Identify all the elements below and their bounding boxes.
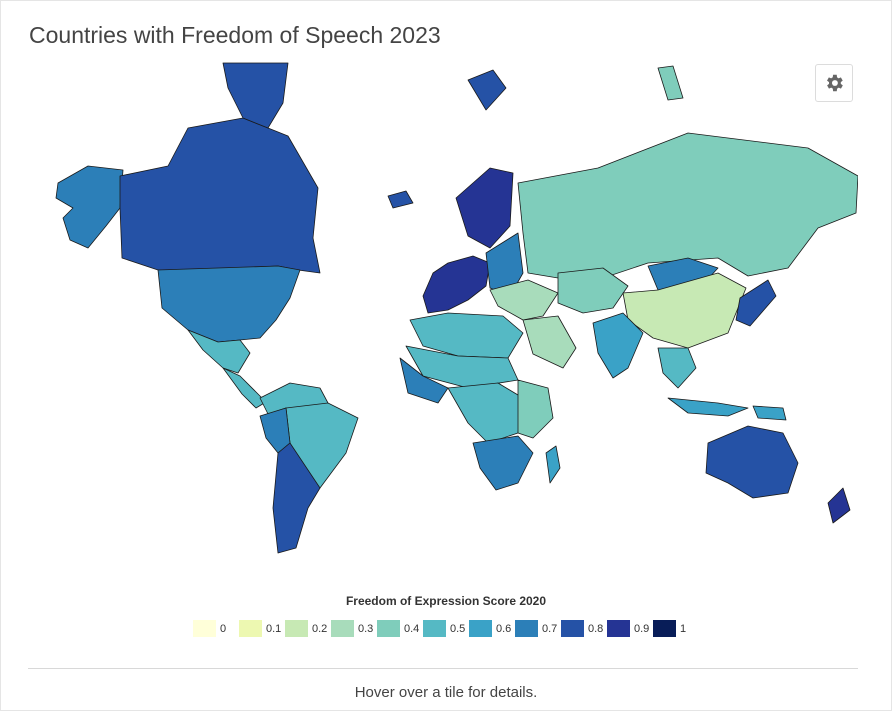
legend-item: 0.6 <box>469 620 513 637</box>
hover-note: Hover over a tile for details. <box>354 684 538 701</box>
region-southern-africa[interactable] <box>472 435 534 491</box>
legend-item: 1 <box>653 620 697 637</box>
legend-item: 0.7 <box>515 620 559 637</box>
legend-label: 0.6 <box>496 622 512 635</box>
region-japan[interactable] <box>735 279 777 327</box>
region-iceland[interactable] <box>387 190 414 209</box>
legend-label: 0.8 <box>588 622 604 635</box>
legend-swatch <box>285 620 308 637</box>
region-greenland[interactable] <box>222 62 289 129</box>
region-madagascar[interactable] <box>545 445 561 484</box>
region-new-zealand[interactable] <box>827 487 851 524</box>
region-papua-new-guinea[interactable] <box>752 405 787 421</box>
region-central-asia[interactable] <box>557 267 629 314</box>
legend-item: 0.9 <box>607 620 651 637</box>
region-west-africa[interactable] <box>399 357 449 404</box>
legend-label: 0.5 <box>450 622 466 635</box>
region-scandinavia[interactable] <box>455 167 514 249</box>
legend-item: 0.2 <box>285 620 329 637</box>
legend-swatch <box>653 620 676 637</box>
legend-swatch <box>331 620 354 637</box>
legend-swatch <box>377 620 400 637</box>
region-india[interactable] <box>592 312 644 379</box>
region-middle-east[interactable] <box>489 279 559 321</box>
divider <box>28 668 858 669</box>
legend: 0 0.1 0.2 0.3 0.4 0.5 0.6 0.7 0.8 0.9 1 <box>0 620 892 637</box>
legend-item: 0 <box>193 620 237 637</box>
legend-swatch <box>239 620 262 637</box>
region-united-states[interactable] <box>157 265 301 343</box>
region-novaya-zemlya[interactable] <box>657 65 684 101</box>
region-central-america[interactable] <box>222 367 267 409</box>
region-arabian-peninsula[interactable] <box>522 315 577 369</box>
region-north-africa[interactable] <box>409 312 524 359</box>
legend-label: 0.3 <box>358 622 374 635</box>
region-central-africa[interactable] <box>447 382 524 444</box>
region-canada[interactable] <box>119 117 321 274</box>
legend-swatch <box>193 620 216 637</box>
page-title: Countries with Freedom of Speech 2023 <box>29 22 441 48</box>
legend-item: 0.5 <box>423 620 467 637</box>
legend-label: 0.2 <box>312 622 328 635</box>
region-argentina[interactable] <box>272 442 321 554</box>
legend-swatch <box>423 620 446 637</box>
legend-label: 1 <box>680 622 687 635</box>
settings-button[interactable] <box>815 64 853 102</box>
legend-label: 0.4 <box>404 622 420 635</box>
region-russia[interactable] <box>517 132 858 284</box>
gear-icon <box>827 74 843 92</box>
legend-item: 0.4 <box>377 620 421 637</box>
world-map[interactable] <box>28 58 858 563</box>
legend-swatch <box>515 620 538 637</box>
legend-item: 0.3 <box>331 620 375 637</box>
legend-swatch <box>561 620 584 637</box>
region-svalbard[interactable] <box>467 69 507 111</box>
region-east-africa[interactable] <box>517 379 554 439</box>
region-indonesia[interactable] <box>667 397 749 417</box>
legend-swatch <box>469 620 492 637</box>
region-mexico[interactable] <box>187 329 251 374</box>
region-alaska[interactable] <box>55 165 124 249</box>
legend-label: 0 <box>220 622 227 635</box>
legend-label: 0.7 <box>542 622 558 635</box>
legend-item: 0.1 <box>239 620 283 637</box>
legend-title: Freedom of Expression Score 2020 <box>345 594 547 608</box>
legend-label: 0.1 <box>266 622 282 635</box>
legend-item: 0.8 <box>561 620 605 637</box>
map-canvas[interactable] <box>28 58 858 563</box>
region-southeast-asia[interactable] <box>657 347 697 389</box>
region-australia[interactable] <box>705 425 799 499</box>
legend-label: 0.9 <box>634 622 650 635</box>
region-western-europe[interactable] <box>422 255 491 314</box>
legend-swatch <box>607 620 630 637</box>
